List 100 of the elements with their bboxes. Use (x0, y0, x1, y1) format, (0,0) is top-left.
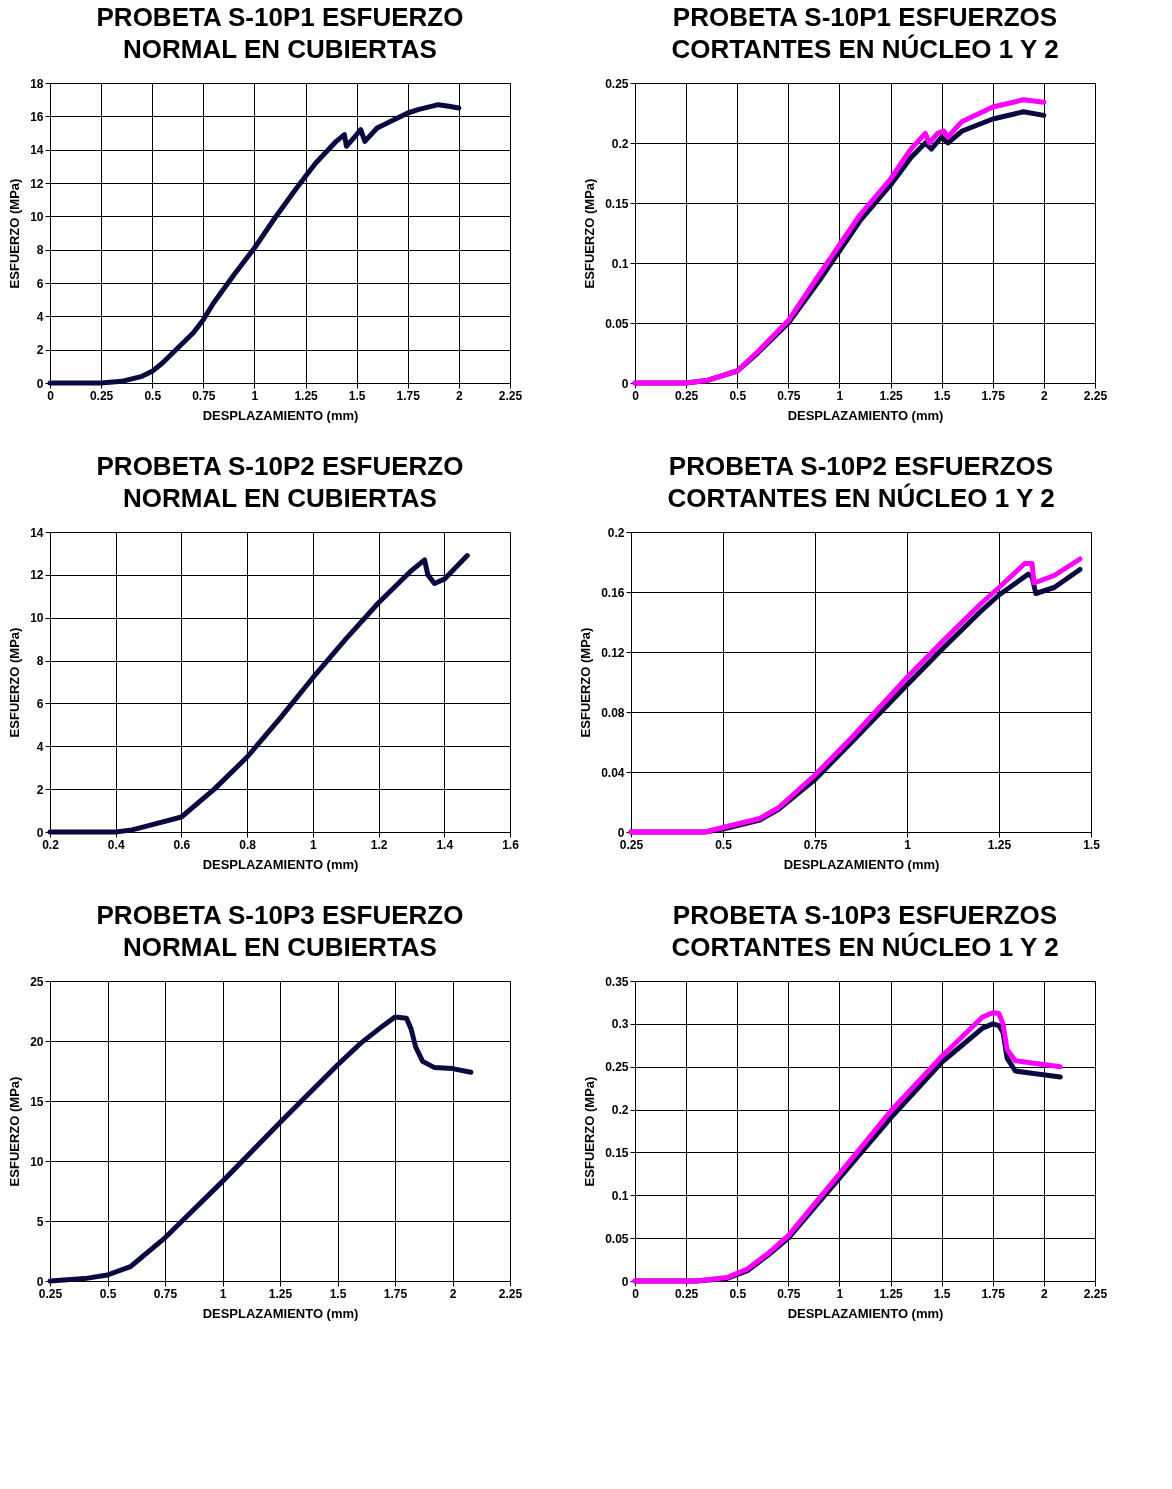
y-tick-label: 0.08 (601, 705, 625, 720)
x-tick-label: 0.25 (89, 388, 114, 403)
y-tick-label: 20 (30, 1034, 44, 1049)
x-tick-label: 1.75 (981, 388, 1006, 403)
x-tick-label: 0.5 (729, 388, 747, 403)
y-tick-label: 5 (36, 1214, 44, 1229)
y-tick-label: 0.1 (611, 1188, 629, 1203)
y-tick-label: 0.25 (605, 1060, 629, 1075)
y-tick-label: 0.3 (611, 1017, 629, 1032)
x-tick-label: 0.75 (803, 837, 828, 852)
x-tick-label: 1.25 (294, 388, 319, 403)
y-tick-label: 0.2 (611, 136, 629, 151)
y-axis-title: ESFUERZO (MPa) (578, 627, 594, 738)
y-tick-label: 0.2 (611, 1103, 629, 1118)
y-axis-title: ESFUERZO (MPa) (582, 178, 598, 289)
y-tick-label: 0 (621, 376, 629, 391)
y-tick-label: 0.16 (601, 585, 625, 600)
y-tick-label: 25 (30, 974, 44, 989)
x-tick-label: 1 (904, 837, 912, 852)
x-tick-label: 0 (47, 388, 55, 403)
x-tick-label: 2.25 (1083, 1286, 1108, 1301)
y-tick-label: 0 (36, 1274, 44, 1289)
x-tick-label: 1 (219, 1286, 227, 1301)
chart-title: PROBETA S-10P3 ESFUERZOS CORTANTES EN NÚCLEO 1 Y 2 (671, 900, 1059, 962)
x-tick-label: 1.4 (436, 837, 454, 852)
x-axis-title: DESPLAZAMIENTO (mm) (787, 407, 944, 423)
y-tick-label: 0.12 (601, 645, 625, 660)
x-tick-label: 1.5 (348, 388, 366, 403)
y-axis-title: ESFUERZO (MPa) (7, 178, 23, 289)
y-tick-label: 0.05 (605, 316, 629, 331)
x-axis-title: DESPLAZAMIENTO (mm) (202, 1305, 359, 1321)
y-tick-label: 0.1 (611, 256, 629, 271)
x-tick-label: 0.4 (107, 837, 125, 852)
y-tick-label: 0.15 (605, 1145, 629, 1160)
x-tick-label: 2.25 (498, 1286, 523, 1301)
x-tick-label: 0.25 (674, 1286, 699, 1301)
x-tick-label: 1.6 (502, 837, 520, 852)
x-axis-title: DESPLAZAMIENTO (mm) (202, 407, 359, 423)
x-tick-label: 2 (1041, 388, 1049, 403)
x-tick-label: 0.6 (173, 837, 191, 852)
y-tick-label: 6 (36, 696, 44, 711)
x-tick-label: 1.5 (933, 388, 951, 403)
chart-title: PROBETA S-10P2 ESFUERZOS CORTANTES EN NÚCLEO 1 Y 2 (667, 451, 1055, 513)
y-tick-label: 0.35 (605, 974, 629, 989)
chart-title: PROBETA S-10P2 ESFUERZO NORMAL EN CUBIERTAS (96, 451, 464, 513)
y-tick-label: 14 (30, 525, 44, 540)
x-tick-label: 0.25 (674, 388, 699, 403)
chart-title: PROBETA S-10P3 ESFUERZO NORMAL EN CUBIERTAS (96, 900, 464, 962)
y-tick-label: 16 (30, 109, 44, 124)
y-tick-label: 12 (30, 176, 44, 191)
x-tick-label: 1.5 (1083, 837, 1101, 852)
y-tick-label: 18 (30, 76, 44, 91)
y-tick-label: 14 (30, 143, 44, 158)
y-axis-title: ESFUERZO (MPa) (582, 1076, 598, 1187)
x-tick-label: 1.25 (879, 1286, 904, 1301)
x-tick-label: 0.75 (153, 1286, 178, 1301)
x-tick-label: 0 (632, 388, 640, 403)
y-tick-label: 0 (36, 376, 44, 391)
x-tick-label: 0.5 (144, 388, 162, 403)
chart-title: PROBETA S-10P1 ESFUERZOS CORTANTES EN NÚCLEO 1 Y 2 (671, 2, 1059, 64)
x-tick-label: 0 (632, 1286, 640, 1301)
x-tick-label: 1.25 (268, 1286, 293, 1301)
y-tick-label: 10 (30, 209, 44, 224)
x-tick-label: 1.5 (933, 1286, 951, 1301)
y-tick-label: 12 (30, 568, 44, 583)
x-tick-label: 0.5 (729, 1286, 747, 1301)
y-tick-label: 4 (36, 739, 44, 754)
y-axis-title: ESFUERZO (MPa) (7, 1076, 23, 1187)
x-tick-label: 1 (836, 388, 844, 403)
y-tick-label: 0.05 (605, 1231, 629, 1246)
x-axis-title: DESPLAZAMIENTO (mm) (783, 856, 940, 872)
y-tick-label: 15 (30, 1094, 44, 1109)
y-tick-label: 0 (621, 1274, 629, 1289)
y-tick-label: 0.2 (607, 525, 625, 540)
y-tick-label: 10 (30, 1154, 44, 1169)
x-tick-label: 1 (310, 837, 318, 852)
y-tick-label: 0 (36, 825, 44, 840)
x-tick-label: 2 (449, 1286, 457, 1301)
x-tick-label: 1.25 (987, 837, 1012, 852)
x-tick-label: 1 (836, 1286, 844, 1301)
chart-title: PROBETA S-10P1 ESFUERZO NORMAL EN CUBIERTAS (96, 2, 464, 64)
x-axis-title: DESPLAZAMIENTO (mm) (787, 1305, 944, 1321)
x-tick-label: 1.75 (981, 1286, 1006, 1301)
y-tick-label: 4 (36, 309, 44, 324)
y-tick-label: 0.15 (605, 196, 629, 211)
x-tick-label: 0.75 (192, 388, 216, 403)
x-tick-label: 1.75 (383, 1286, 408, 1301)
y-tick-label: 8 (36, 654, 44, 669)
y-tick-label: 0.25 (605, 76, 629, 91)
x-tick-label: 2 (456, 388, 464, 403)
x-tick-label: 0.5 (715, 837, 733, 852)
y-axis-title: ESFUERZO (MPa) (7, 627, 23, 738)
y-tick-label: 2 (36, 343, 44, 358)
y-tick-label: 8 (36, 243, 44, 258)
x-tick-label: 0.8 (239, 837, 257, 852)
x-tick-label: 0.75 (777, 388, 801, 403)
y-tick-label: 6 (36, 276, 44, 291)
x-tick-label: 1.5 (329, 1286, 347, 1301)
y-tick-label: 0.04 (601, 765, 625, 780)
x-tick-label: 0.5 (99, 1286, 117, 1301)
